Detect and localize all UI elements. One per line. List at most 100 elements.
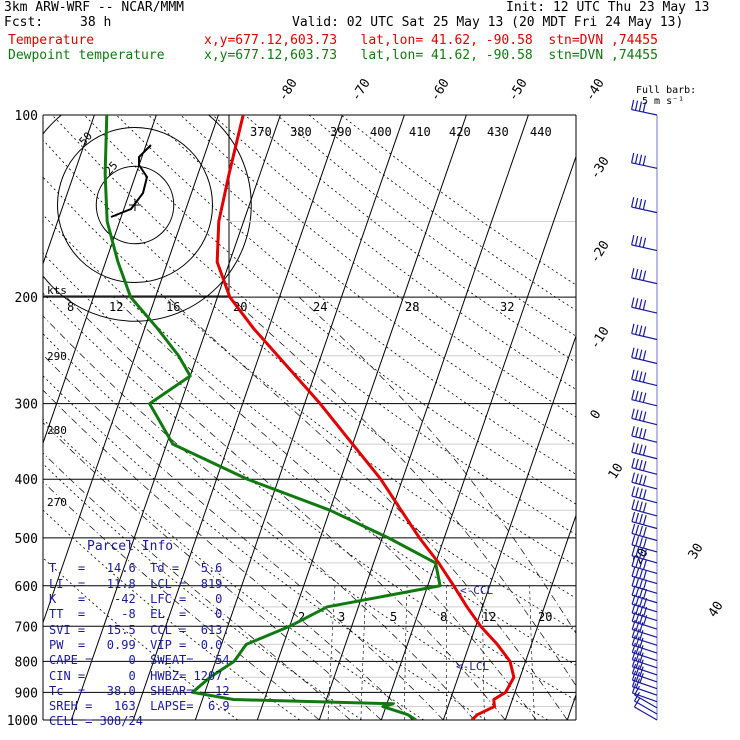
wind-barb-flag bbox=[642, 411, 647, 422]
wind-barb-staff bbox=[632, 628, 658, 638]
dry-adiabat bbox=[43, 333, 548, 720]
parcel-row: CIN = 0 HWBZ= 1207. bbox=[49, 669, 230, 683]
wind-barb-flag bbox=[642, 326, 647, 337]
wind-barb-flag bbox=[642, 155, 647, 166]
wind-barb-flag bbox=[631, 545, 636, 556]
dewpoint-legend: Dewpoint temperature bbox=[8, 48, 165, 63]
wind-barb bbox=[631, 347, 658, 365]
wind-barb-flag bbox=[638, 101, 643, 112]
mixing-ratio-label: 2 bbox=[298, 610, 305, 624]
wind-barb-flag bbox=[638, 154, 643, 165]
wind-barb bbox=[631, 152, 658, 169]
wind-barb-flag bbox=[639, 474, 643, 485]
wind-barb-flag bbox=[642, 429, 647, 439]
mixing-ratio-label: 28 bbox=[405, 300, 419, 314]
wind-barb-flag bbox=[642, 199, 647, 210]
temperature-location: x,y=677.12,603.73 lat,lon= 41.62, -90.58… bbox=[204, 33, 658, 48]
wind-barb-flag bbox=[635, 427, 639, 438]
wind-barb-flag bbox=[635, 547, 640, 558]
model-title: 3km ARW-WRF -- NCAR/MMM bbox=[4, 0, 185, 15]
wind-barb bbox=[631, 511, 658, 530]
wind-barb-flag bbox=[634, 153, 639, 164]
wind-barb-staff bbox=[631, 109, 658, 116]
wind-barb-flag bbox=[638, 410, 643, 421]
wind-barbs bbox=[630, 99, 658, 721]
theta-label: 400 bbox=[370, 125, 392, 139]
wind-barb-flag bbox=[639, 578, 644, 589]
pressure-tick-label: 200 bbox=[15, 291, 38, 306]
pressure-tick-label: 700 bbox=[15, 620, 38, 635]
isotherm-label: 40 bbox=[706, 599, 727, 620]
isotherm-line bbox=[629, 115, 740, 720]
mixing-ratio-label: 12 bbox=[109, 300, 123, 314]
wind-barb bbox=[631, 556, 658, 575]
dry-adiabat bbox=[244, 115, 576, 363]
pressure-tick-label: 400 bbox=[15, 473, 38, 488]
wind-barb-flag bbox=[638, 236, 643, 247]
pressure-tick-label: 900 bbox=[15, 686, 38, 701]
wind-barb-flag bbox=[631, 511, 636, 522]
wind-barb bbox=[631, 545, 658, 564]
init-time: Init: 12 UTC Thu 23 May 13 bbox=[506, 0, 710, 15]
wind-barb-flag bbox=[635, 577, 640, 588]
wind-barb bbox=[631, 389, 658, 407]
theta-label: 410 bbox=[409, 125, 431, 139]
wind-barb-flag bbox=[638, 325, 643, 336]
wind-barb bbox=[631, 535, 658, 553]
wind-barb-flag bbox=[631, 323, 635, 334]
wind-barb-staff bbox=[632, 659, 658, 669]
wind-barb bbox=[631, 297, 658, 314]
pressure-tick-label: 1000 bbox=[7, 714, 38, 729]
wind-barb-flag bbox=[631, 472, 635, 483]
wind-barb-staff bbox=[634, 700, 658, 715]
ccl-marker: <-CCL bbox=[460, 584, 493, 597]
wind-barb-flag bbox=[635, 473, 639, 484]
parcel-row: K = -42 LFC = 0 bbox=[49, 592, 223, 606]
wind-barb-flag bbox=[635, 409, 639, 420]
wind-barb-flag bbox=[635, 636, 640, 647]
wind-barb-staff bbox=[634, 694, 658, 709]
mixing-ratio-label: 8 bbox=[440, 610, 447, 624]
wind-barb-flag bbox=[642, 350, 647, 361]
wind-barb-flag bbox=[634, 235, 639, 246]
wind-barb-flag bbox=[642, 526, 647, 537]
wind-barb bbox=[631, 442, 658, 460]
pressure-tick-label: 100 bbox=[15, 109, 38, 124]
wind-barb-flag bbox=[639, 513, 643, 524]
wind-barb bbox=[631, 627, 658, 646]
isotherm-label: 20 bbox=[631, 546, 652, 567]
wind-barb-flag bbox=[635, 458, 639, 469]
wind-barb-flag bbox=[631, 677, 637, 687]
wind-barb-flag bbox=[639, 652, 644, 663]
wind-barb-flag bbox=[631, 670, 637, 681]
wind-barb-flag bbox=[635, 651, 640, 662]
mixing-ratio-label: 20 bbox=[233, 300, 247, 314]
annotations: <-CCL <-LCL Full barb:5 m s⁻¹ bbox=[456, 85, 696, 673]
wind-barb bbox=[631, 670, 658, 690]
isotherm-label: -80 bbox=[276, 76, 301, 104]
wind-barb-flag bbox=[638, 391, 643, 402]
isotherm-line bbox=[70, 115, 281, 720]
wind-barb-flag bbox=[642, 549, 647, 560]
wind-barb bbox=[631, 585, 658, 604]
wind-barb-flag bbox=[635, 512, 640, 523]
wind-barb-flag bbox=[635, 557, 640, 568]
parcel-row: PW = 0.99 VIP = 0.0 bbox=[49, 638, 223, 652]
wind-barb-flag bbox=[635, 628, 640, 639]
mixing-ratio-label: 20 bbox=[538, 610, 552, 624]
wind-barb-flag bbox=[642, 300, 647, 311]
isotherm-label: 0 bbox=[588, 408, 605, 423]
wind-barb-flag bbox=[631, 297, 635, 308]
mixing-ratio-label: 24 bbox=[313, 300, 327, 314]
wind-barb-flag bbox=[631, 486, 636, 497]
moist-adiabat bbox=[167, 296, 568, 720]
wind-barb-flag bbox=[638, 299, 643, 310]
parcel-row: LI = 11.8 LCL = 819. bbox=[49, 577, 230, 591]
thetae-label: 280 bbox=[47, 424, 67, 437]
dry-adiabat bbox=[43, 557, 239, 720]
wind-barb-staff bbox=[634, 706, 658, 721]
hodograph-units: kts bbox=[47, 284, 67, 297]
lcl-marker: <-LCL bbox=[456, 660, 489, 673]
wind-barb-staff bbox=[632, 644, 658, 654]
wind-barb-flag bbox=[631, 649, 637, 660]
